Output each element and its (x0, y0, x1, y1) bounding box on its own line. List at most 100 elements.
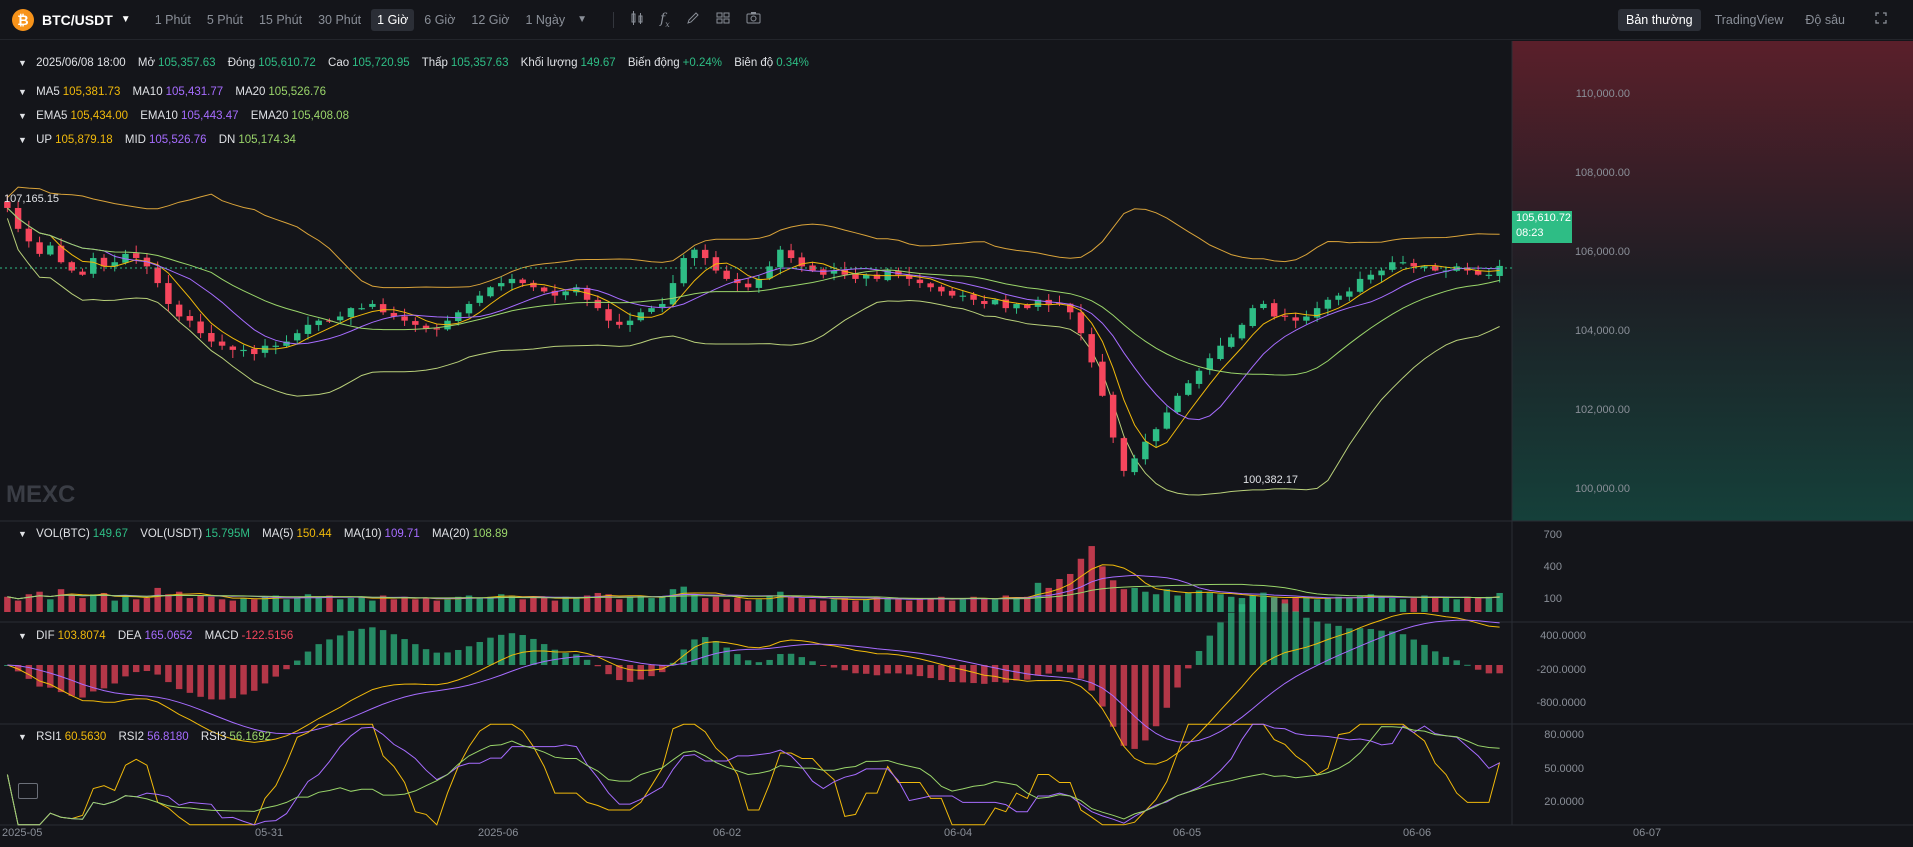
macd-histogram-bar (487, 637, 494, 665)
candle-body (1474, 270, 1482, 275)
candle-body (1356, 278, 1364, 292)
candle-body (798, 257, 806, 267)
tf-30m[interactable]: 30 Phút (318, 12, 362, 27)
draw-pencil-icon[interactable] (686, 11, 700, 28)
candle-body (583, 287, 591, 300)
collapse-icon[interactable]: ▼ (18, 58, 27, 68)
sub-chart-settings-icon[interactable] (18, 783, 38, 799)
collapse-icon[interactable]: ▼ (18, 111, 27, 121)
collapse-icon[interactable]: ▼ (18, 529, 27, 539)
macd-histogram-bar (1045, 665, 1052, 674)
candle-body (369, 303, 376, 307)
tab-standard[interactable]: Bản thường (1617, 8, 1701, 31)
tf-12h[interactable]: 12 Giờ (471, 12, 510, 27)
macd-histogram-bar (36, 665, 43, 687)
volume-bar (476, 598, 483, 612)
tf-1h[interactable]: 1 Giờ (371, 8, 415, 31)
rsi-axis-label: 20.0000 (1544, 796, 1584, 808)
x-axis-label: 2025-05 (2, 827, 43, 839)
volume-bar (165, 594, 172, 612)
tab-tradingview[interactable]: TradingView (1714, 12, 1784, 27)
timeframe-dropdown-icon[interactable]: ▼ (577, 14, 587, 25)
collapse-icon[interactable]: ▼ (18, 631, 27, 641)
symbol-selector[interactable]: BTC/USDT (42, 11, 113, 28)
candle-body (852, 274, 859, 279)
volume-bar (755, 599, 763, 612)
macd-histogram-bar (390, 634, 398, 665)
rsi2-value: 56.8180 (147, 731, 189, 743)
tf-1m[interactable]: 1 Phút (154, 12, 191, 27)
collapse-icon[interactable]: ▼ (18, 135, 27, 145)
macd-histogram-bar (605, 665, 612, 675)
candle-body (787, 250, 795, 259)
tf-5m[interactable]: 5 Phút (206, 12, 243, 27)
candle-body (669, 283, 677, 305)
candle-body (1088, 334, 1095, 363)
candle-body (873, 274, 881, 279)
volume-bar (809, 599, 816, 612)
macd-histogram-bar (1013, 665, 1020, 681)
candle-body (336, 316, 344, 321)
chevron-down-icon[interactable]: ▼ (120, 14, 131, 25)
camera-icon[interactable] (746, 11, 761, 28)
volume-bar (272, 595, 279, 612)
candle-body (390, 312, 398, 317)
candle-body (100, 257, 108, 267)
candle-body (905, 275, 913, 279)
macd-histogram-bar (701, 637, 709, 665)
macd-histogram-bar (830, 665, 838, 668)
candle-body (616, 321, 623, 325)
candle-body (476, 295, 483, 303)
vol-ma5-value: 150.44 (296, 528, 332, 540)
volume-bar (1442, 598, 1450, 612)
view-tabs: Bản thường TradingView Độ sâu (1612, 8, 1895, 31)
rsi1-label: RSI1 (36, 731, 62, 743)
candle-body (1099, 361, 1106, 396)
chart-toolbar: ₿ BTC/USDT ▼ 1 Phút 5 Phút 15 Phút 30 Ph… (0, 0, 1913, 40)
candle-body (208, 333, 215, 342)
boll-mid-value: 105,526.76 (148, 134, 207, 146)
tf-15m[interactable]: 15 Phút (258, 12, 303, 27)
macd-histogram-bar (1206, 635, 1213, 665)
tf-6h[interactable]: 6 Giờ (424, 12, 456, 27)
candle-type-icon[interactable] (630, 11, 644, 28)
volume-bar (970, 596, 977, 612)
vol-ma20-value: 108.89 (472, 528, 508, 540)
candle-body (573, 287, 580, 293)
candle-body (594, 299, 602, 309)
high-value: 105,720.95 (352, 57, 410, 69)
candle-body (659, 303, 666, 307)
tf-1d[interactable]: 1 Ngày (525, 12, 566, 27)
candle-body (1152, 429, 1160, 442)
candle-body (970, 294, 977, 300)
macd-histogram-bar (379, 630, 387, 665)
candle-body (1217, 345, 1224, 360)
macd-histogram-bar (1174, 665, 1181, 688)
volume-bar (540, 598, 548, 612)
tab-depth[interactable]: Độ sâu (1805, 12, 1845, 27)
macd-histogram-bar (444, 652, 451, 665)
candle-body (1077, 312, 1085, 334)
dea-line (7, 619, 1500, 743)
indicator-icon[interactable]: fx (660, 10, 670, 29)
volume-bar (433, 600, 441, 612)
volume-bar (218, 599, 226, 612)
macd-histogram-bar (251, 665, 258, 691)
macd-histogram-bar (863, 665, 870, 674)
volume-bar (1335, 596, 1342, 612)
vol-ma20-label: MA(20) (431, 528, 470, 540)
volume-bar (379, 595, 387, 612)
macd-histogram-bar (1346, 628, 1353, 665)
candle-body (959, 295, 967, 297)
collapse-icon[interactable]: ▼ (18, 732, 27, 742)
volume-bar (358, 596, 365, 612)
candle-body (916, 279, 924, 284)
layout-grid-icon[interactable] (716, 11, 730, 28)
volume-bar (1131, 587, 1138, 612)
fullscreen-icon[interactable] (1867, 8, 1895, 31)
collapse-icon[interactable]: ▼ (18, 87, 27, 97)
macd-histogram-bar (111, 665, 118, 684)
volume-bar (787, 596, 795, 612)
candle-body (680, 258, 687, 284)
